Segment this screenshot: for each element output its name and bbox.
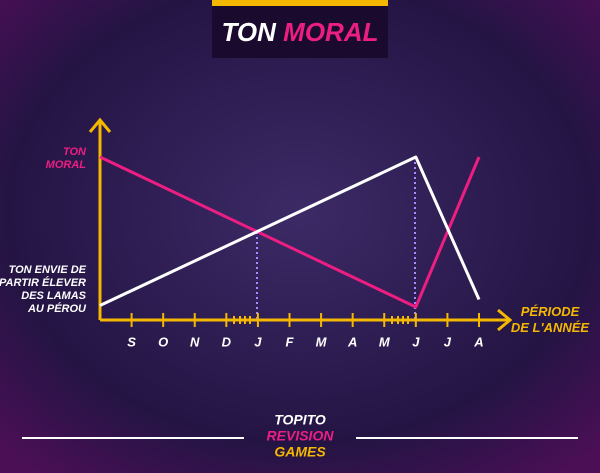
series-line [99, 155, 481, 309]
logo-line: TOPITO [274, 412, 326, 428]
x-axis-arrow [497, 308, 513, 332]
x-tick-label: M [379, 334, 391, 349]
title-box [212, 0, 388, 58]
x-tick-label: J [412, 334, 420, 349]
x-tick-label: A [347, 334, 357, 349]
x-tick-label: A [473, 334, 483, 349]
chart-title: TON MORAL [222, 17, 379, 47]
logo-line: GAMES [274, 444, 326, 460]
x-tick-label: O [158, 334, 168, 349]
x-tick-label: D [222, 334, 232, 349]
extra-ticks [233, 316, 409, 324]
y-label-top: TON MORAL [46, 146, 87, 171]
title-part: TON [222, 17, 278, 47]
title-bar [212, 0, 388, 6]
x-tick-label: J [444, 334, 452, 349]
x-tick-label: N [190, 334, 200, 349]
title-part: MORAL [283, 17, 378, 47]
x-axis-label: PÉRIODE DE L'ANNÉE [511, 304, 590, 335]
x-tick-label: S [127, 334, 136, 349]
y-label-bottom: TON ENVIE DE PARTIR ÉLEVER DES LAMAS AU PÉR… [0, 264, 87, 315]
x-tick-label: J [254, 334, 262, 349]
x-tick-label: F [286, 334, 295, 349]
y-axis-arrow [88, 117, 112, 133]
x-tick-label: M [316, 334, 328, 349]
series-line [99, 155, 481, 307]
logo-line: REVISION [267, 428, 335, 444]
